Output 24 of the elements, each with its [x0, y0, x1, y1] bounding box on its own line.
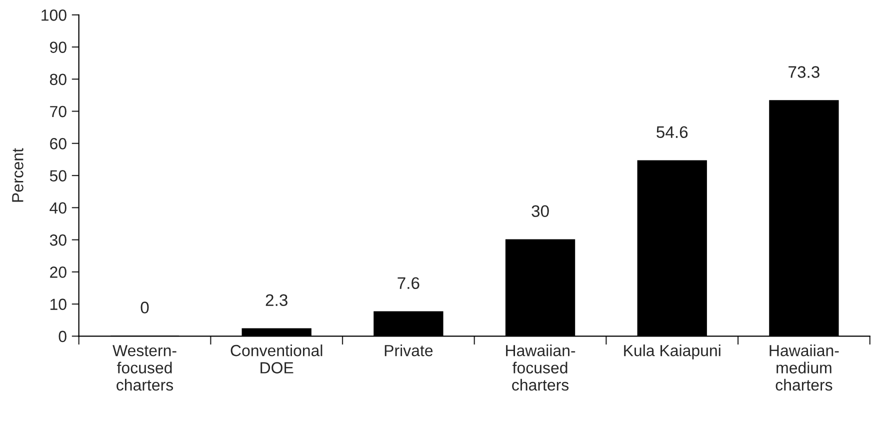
x-tick-label: Conventional DOE: [230, 344, 322, 374]
x-tick-label: Hawaiian- medium charters: [770, 344, 839, 391]
data-label: 0: [140, 302, 149, 314]
data-label: 30: [532, 205, 549, 218]
data-label: 2.3: [266, 294, 288, 306]
y-tick-label: 90: [50, 42, 66, 53]
y-tick-label: 70: [50, 106, 66, 118]
y-tick-label: 100: [42, 10, 66, 21]
y-tick-label: 80: [50, 74, 66, 86]
data-label: 7.6: [398, 277, 420, 290]
y-tick-label: 10: [50, 298, 66, 310]
y-tick-label: 0: [58, 330, 66, 342]
x-tick-label: Private: [384, 344, 433, 356]
y-tick-label: 50: [50, 170, 66, 182]
y-tick-label: 20: [50, 266, 66, 278]
x-tick-label: Hawaiian- focused charters: [506, 344, 576, 391]
y-tick-label: 30: [50, 234, 66, 246]
y-tick-label: 40: [50, 202, 66, 214]
y-axis-title: Percent: [12, 148, 24, 202]
data-label: 73.3: [788, 66, 820, 78]
x-tick-label: Western- focused charters: [112, 345, 176, 391]
data-label: 54.6: [656, 126, 688, 138]
x-tick-label: Kula Kaiapuni: [624, 344, 720, 360]
y-tick-label: 60: [50, 138, 66, 150]
